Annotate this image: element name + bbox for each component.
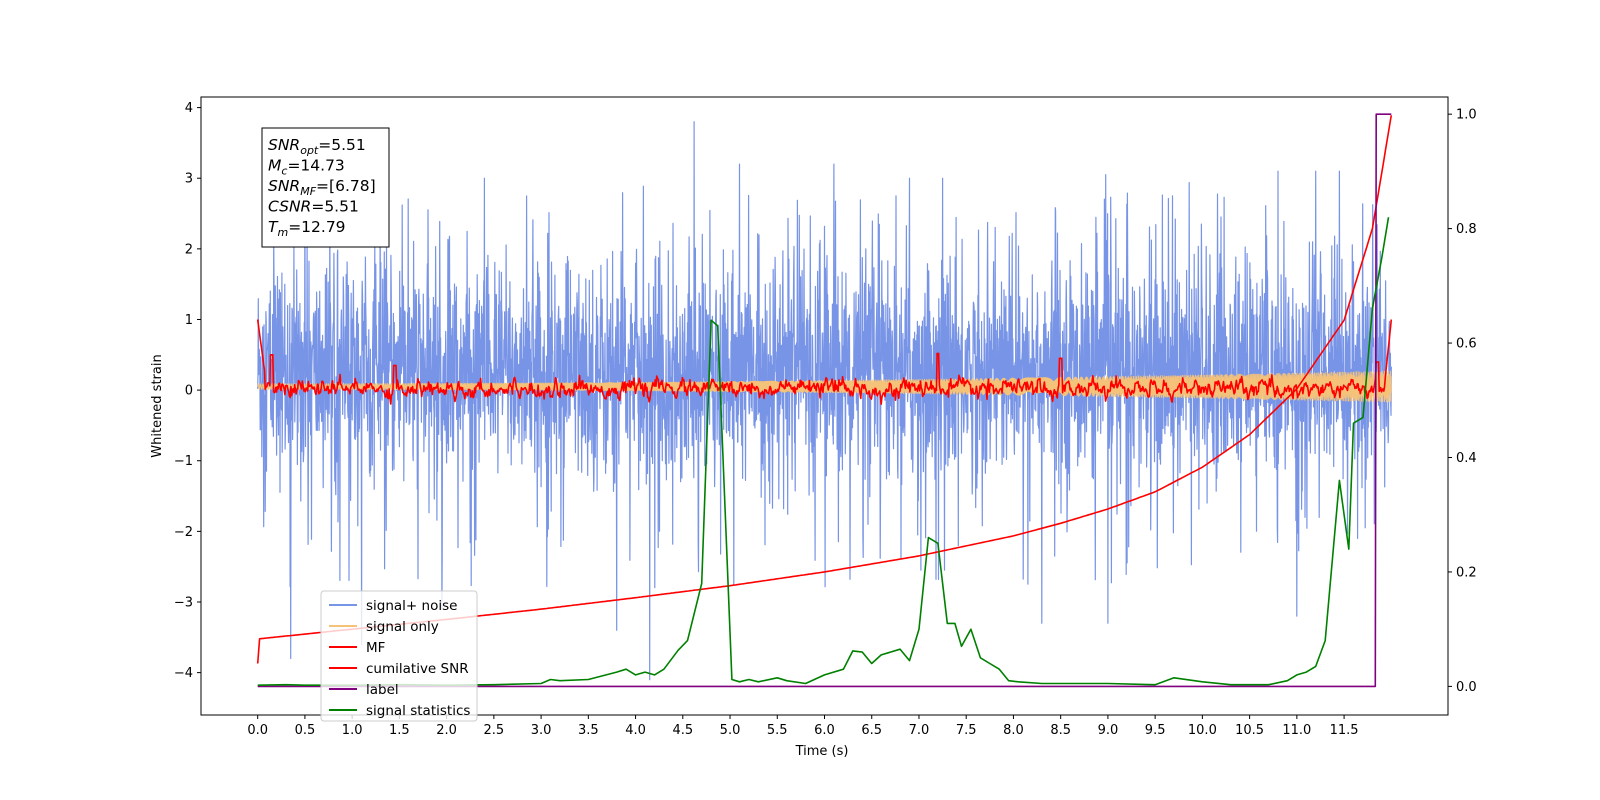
x-tick-label: 1.5 — [389, 723, 410, 738]
info-line: SNRMF=[6.78] — [268, 177, 376, 198]
x-tick-label: 6.5 — [861, 723, 882, 738]
series-line-signal-noise — [257, 121, 1392, 681]
x-tick-label: 2.5 — [484, 723, 505, 738]
x-tick-label: 10.0 — [1188, 723, 1217, 738]
x-tick-label: 11.0 — [1282, 723, 1311, 738]
legend-frame — [320, 590, 478, 722]
legend-label: signal+ noise — [366, 598, 457, 614]
series-line-label — [257, 113, 1392, 688]
x-tick-label: 3.0 — [531, 723, 552, 738]
y-tick-label: −2 — [174, 525, 193, 540]
info-line: SNRopt=5.51 — [268, 136, 366, 157]
y2-tick-label: 1.0 — [1456, 108, 1477, 123]
series-line-mf — [256, 319, 1393, 405]
y2-tick-label: 0.8 — [1456, 222, 1477, 237]
x-tick-label: 11.5 — [1330, 723, 1359, 738]
legend-label: signal statistics — [366, 703, 470, 719]
y-tick-label: 4 — [185, 101, 193, 116]
x-tick-label: 1.0 — [342, 723, 363, 738]
x-axis-label: Time (s) — [795, 744, 849, 759]
x-tick-label: 8.0 — [1003, 723, 1024, 738]
x-tick-label: 0.0 — [247, 723, 268, 738]
info-line: CSNR=5.51 — [268, 198, 359, 216]
x-tick-label: 0.5 — [295, 723, 316, 738]
legend-label: cumilative SNR — [366, 661, 469, 677]
y-tick-label: −4 — [174, 666, 193, 681]
x-tick-label: 9.5 — [1145, 723, 1166, 738]
y-axis-label: Whitened strain — [150, 354, 165, 457]
x-tick-label: 3.5 — [578, 723, 599, 738]
x-tick-label: 8.5 — [1050, 723, 1071, 738]
legend: signal+ noise signal only MF cumilative SNR… — [320, 590, 478, 722]
y2-tick-label: 0.6 — [1456, 337, 1477, 352]
info-line: Mc=14.73 — [268, 157, 345, 178]
info-box: SNRopt=5.51Mc=14.73SNRMF=[6.78]CSNR=5.51… — [261, 127, 390, 248]
x-tick-label: 7.5 — [956, 723, 977, 738]
x-tick-label: 10.5 — [1235, 723, 1264, 738]
y-tick-label: 2 — [185, 242, 193, 257]
x-tick-label: 7.0 — [909, 723, 930, 738]
x-tick-label: 4.0 — [625, 723, 646, 738]
y2-tick-label: 0.4 — [1456, 451, 1477, 466]
info-box-frame — [261, 127, 390, 248]
series-line-signal-statistics — [257, 217, 1390, 686]
y-tick-label: 1 — [185, 313, 193, 328]
x-tick-label: 5.0 — [720, 723, 741, 738]
y-axis-left: 4 3 2 1 0 −1 −2 −3 −4 — [174, 101, 201, 681]
x-tick-label: 2.0 — [436, 723, 457, 738]
legend-label: label — [366, 682, 399, 698]
info-line: Tm=12.79 — [268, 218, 346, 239]
y-axis-right: 1.0 0.8 0.6 0.4 0.2 0.0 — [1448, 108, 1477, 695]
legend-label: signal only — [366, 619, 439, 635]
x-tick-label: 6.0 — [814, 723, 835, 738]
x-tick-label: 5.5 — [767, 723, 788, 738]
y-tick-label: −1 — [174, 454, 193, 469]
x-tick-label: 9.0 — [1098, 723, 1119, 738]
y2-tick-label: 0.0 — [1456, 680, 1477, 695]
x-axis: 0.0 0.5 1.0 1.5 2.0 2.5 3.0 3.5 4.0 4.5 5.0 5.5 6.0 6… — [247, 715, 1359, 738]
y-tick-label: 0 — [185, 384, 193, 399]
y-tick-label: −3 — [174, 595, 193, 610]
y2-tick-label: 0.2 — [1456, 565, 1477, 580]
x-tick-label: 4.5 — [672, 723, 693, 738]
y-tick-label: 3 — [185, 172, 193, 187]
legend-label: MF — [366, 640, 385, 656]
